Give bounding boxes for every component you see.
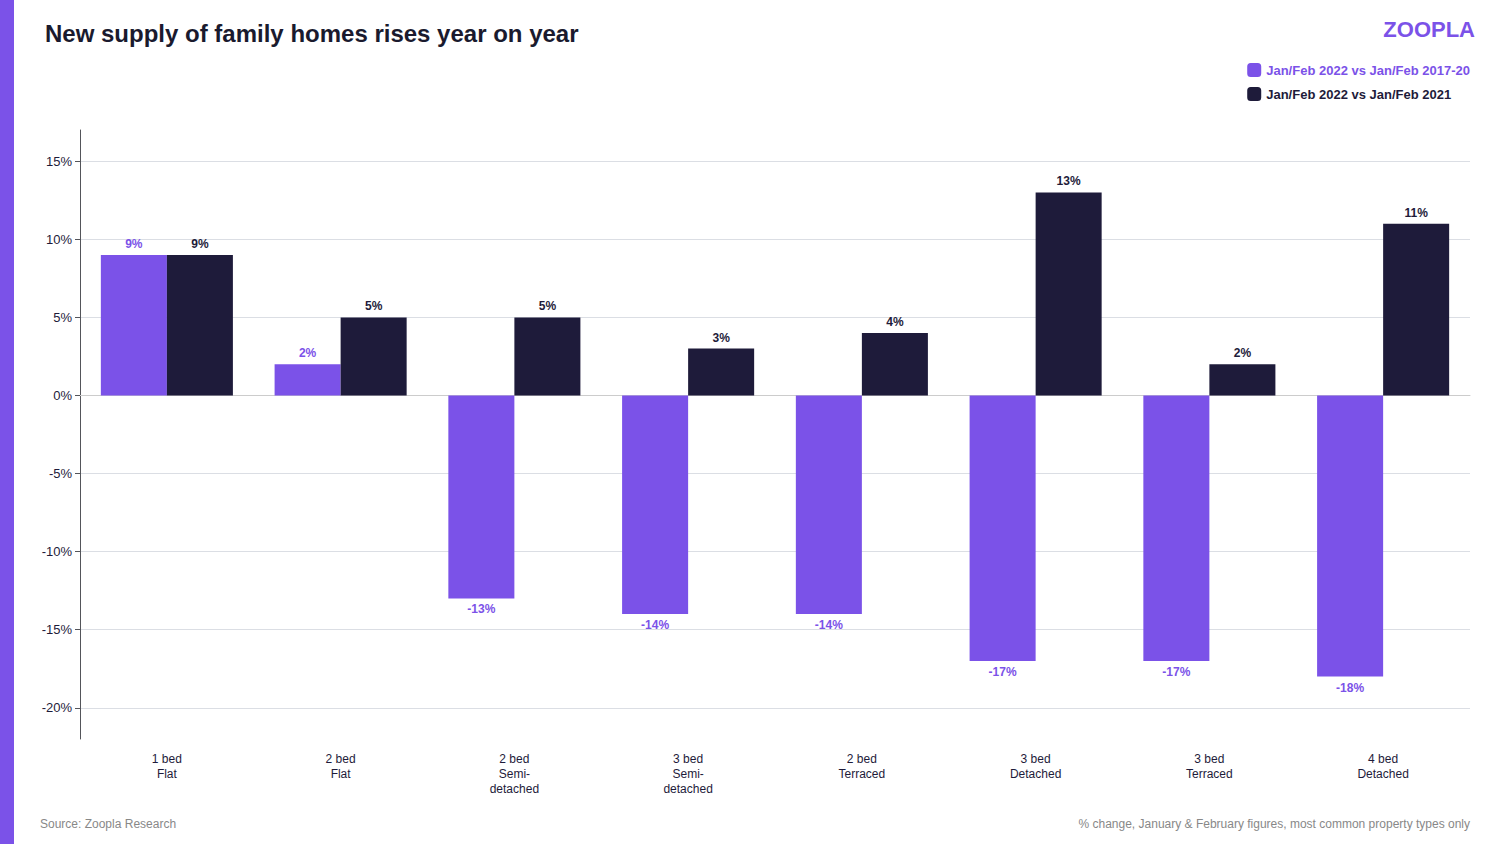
svg-text:-5%: -5% — [49, 466, 73, 481]
svg-text:-17%: -17% — [989, 665, 1017, 679]
svg-text:-20%: -20% — [42, 700, 73, 715]
svg-text:-15%: -15% — [42, 622, 73, 637]
svg-text:10%: 10% — [46, 232, 72, 247]
svg-text:13%: 13% — [1057, 174, 1081, 188]
svg-text:-14%: -14% — [815, 618, 843, 632]
svg-text:15%: 15% — [46, 154, 72, 169]
svg-text:0%: 0% — [53, 388, 72, 403]
svg-text:9%: 9% — [191, 237, 209, 251]
svg-text:2%: 2% — [1234, 346, 1252, 360]
svg-text:Semi-: Semi- — [672, 767, 703, 781]
svg-text:2 bed: 2 bed — [499, 752, 529, 766]
svg-text:-14%: -14% — [641, 618, 669, 632]
svg-text:2%: 2% — [299, 346, 317, 360]
svg-text:Detached: Detached — [1357, 767, 1408, 781]
svg-text:Source: Zoopla Research: Source: Zoopla Research — [40, 817, 176, 831]
svg-text:ZOOPLA: ZOOPLA — [1383, 17, 1475, 42]
svg-text:Flat: Flat — [157, 767, 178, 781]
svg-text:detached: detached — [490, 782, 539, 796]
svg-text:-13%: -13% — [467, 602, 495, 616]
svg-text:Flat: Flat — [331, 767, 352, 781]
svg-text:Jan/Feb 2022 vs Jan/Feb 2017-2: Jan/Feb 2022 vs Jan/Feb 2017-20 — [1266, 63, 1470, 78]
svg-text:3 bed: 3 bed — [1021, 752, 1051, 766]
svg-text:New supply of family homes ris: New supply of family homes rises year on… — [45, 20, 579, 47]
svg-text:Terraced: Terraced — [1186, 767, 1233, 781]
svg-text:3 bed: 3 bed — [673, 752, 703, 766]
svg-text:% change, January & February f: % change, January & February figures, mo… — [1078, 817, 1470, 831]
svg-text:1 bed: 1 bed — [152, 752, 182, 766]
svg-text:5%: 5% — [365, 299, 383, 313]
svg-text:Jan/Feb 2022 vs Jan/Feb 2021: Jan/Feb 2022 vs Jan/Feb 2021 — [1266, 87, 1451, 102]
svg-text:-18%: -18% — [1336, 681, 1364, 695]
svg-text:3 bed: 3 bed — [1194, 752, 1224, 766]
svg-text:3%: 3% — [712, 331, 730, 345]
svg-text:Semi-: Semi- — [499, 767, 530, 781]
svg-text:-17%: -17% — [1162, 665, 1190, 679]
svg-text:11%: 11% — [1404, 206, 1428, 220]
svg-text:Detached: Detached — [1010, 767, 1061, 781]
svg-text:5%: 5% — [539, 299, 557, 313]
svg-text:4%: 4% — [886, 315, 904, 329]
svg-text:detached: detached — [663, 782, 712, 796]
svg-text:4 bed: 4 bed — [1368, 752, 1398, 766]
svg-text:2 bed: 2 bed — [326, 752, 356, 766]
svg-text:-10%: -10% — [42, 544, 73, 559]
svg-text:Terraced: Terraced — [839, 767, 886, 781]
svg-text:5%: 5% — [53, 310, 72, 325]
svg-text:2 bed: 2 bed — [847, 752, 877, 766]
svg-text:9%: 9% — [125, 237, 143, 251]
